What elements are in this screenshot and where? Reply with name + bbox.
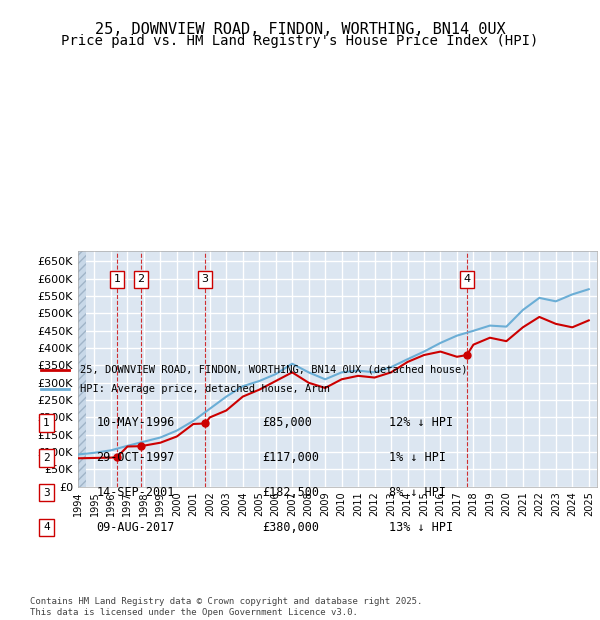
Text: £182,500: £182,500	[262, 486, 319, 499]
Text: 12% ↓ HPI: 12% ↓ HPI	[389, 416, 453, 429]
Text: 25, DOWNVIEW ROAD, FINDON, WORTHING, BN14 0UX (detached house): 25, DOWNVIEW ROAD, FINDON, WORTHING, BN1…	[80, 365, 467, 374]
Text: £85,000: £85,000	[262, 416, 312, 429]
Text: HPI: Average price, detached house, Arun: HPI: Average price, detached house, Arun	[80, 384, 329, 394]
Text: 2: 2	[43, 453, 50, 463]
Text: 4: 4	[463, 275, 470, 285]
Text: Contains HM Land Registry data © Crown copyright and database right 2025.
This d: Contains HM Land Registry data © Crown c…	[30, 598, 422, 617]
Text: 25, DOWNVIEW ROAD, FINDON, WORTHING, BN14 0UX: 25, DOWNVIEW ROAD, FINDON, WORTHING, BN1…	[95, 22, 505, 37]
Text: 3: 3	[202, 275, 209, 285]
Text: £380,000: £380,000	[262, 521, 319, 534]
Text: 13% ↓ HPI: 13% ↓ HPI	[389, 521, 453, 534]
Text: 8% ↓ HPI: 8% ↓ HPI	[389, 486, 446, 499]
Text: 1: 1	[113, 275, 121, 285]
Text: 09-AUG-2017: 09-AUG-2017	[96, 521, 175, 534]
Text: 2: 2	[137, 275, 145, 285]
Text: 3: 3	[43, 487, 50, 498]
Text: £117,000: £117,000	[262, 451, 319, 464]
Text: 1% ↓ HPI: 1% ↓ HPI	[389, 451, 446, 464]
Text: 29-OCT-1997: 29-OCT-1997	[96, 451, 175, 464]
Text: Price paid vs. HM Land Registry's House Price Index (HPI): Price paid vs. HM Land Registry's House …	[61, 34, 539, 48]
Text: 1: 1	[43, 418, 50, 428]
Bar	[78, 251, 86, 487]
Text: 4: 4	[43, 523, 50, 533]
Text: 10-MAY-1996: 10-MAY-1996	[96, 416, 175, 429]
Text: 14-SEP-2001: 14-SEP-2001	[96, 486, 175, 499]
